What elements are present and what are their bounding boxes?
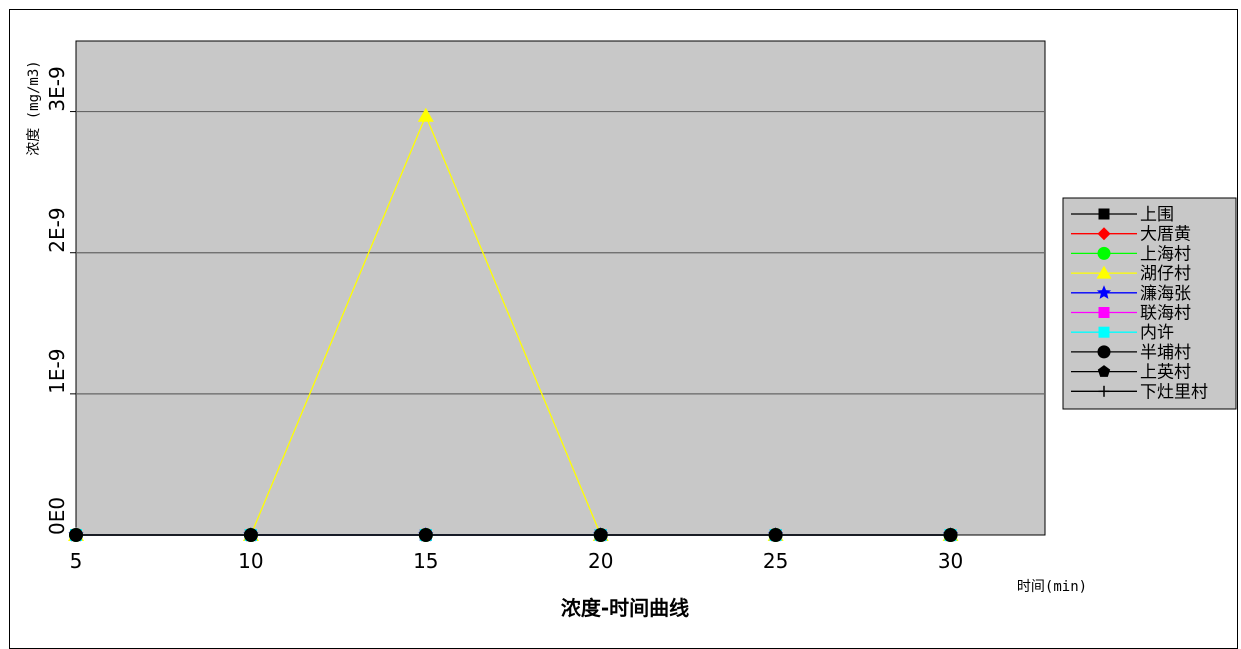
grid-layer — [76, 110, 1045, 395]
y-tick-label: 3E-9 — [45, 66, 69, 111]
data-point — [417, 107, 434, 122]
legend-label: 上海村 — [1140, 244, 1191, 264]
legend-label: 濂海张 — [1140, 284, 1191, 304]
legend-label: 上围 — [1140, 205, 1174, 225]
x-tick-label: 10 — [238, 549, 263, 573]
x-tick-label: 30 — [938, 549, 963, 573]
legend-swatch-marker — [1098, 307, 1110, 318]
legend-swatch-marker — [1097, 246, 1111, 260]
x-tick-label: 20 — [588, 549, 613, 573]
legend-label: 大厝黄 — [1140, 225, 1191, 245]
legend-swatch-marker — [1097, 365, 1111, 377]
y-tick-label: 2E-9 — [45, 207, 69, 252]
y-tick-label: 1E-9 — [45, 349, 69, 394]
legend-swatch-marker — [1097, 345, 1111, 359]
chart-svg: 0E0 1E-9 2E-9 3E-9 5 10 15 20 25 30 上围大厝黄上海村湖仔村濂海… — [26, 40, 1237, 620]
x-axis-label: 时间(min) — [1017, 579, 1087, 595]
legend-swatch-marker — [1098, 208, 1110, 220]
legend-swatch-marker — [1098, 385, 1110, 397]
plot-area — [75, 40, 1046, 536]
legend-swatch-marker — [1098, 326, 1110, 338]
legend-label: 内许 — [1140, 323, 1174, 343]
legend-label: 联海村 — [1140, 304, 1191, 324]
x-tick-label: 5 — [70, 549, 83, 573]
legend-label: 下灶里村 — [1140, 382, 1208, 402]
legend-label: 湖仔村 — [1140, 264, 1191, 284]
legend-label: 半埔村 — [1140, 343, 1191, 363]
y-tick-label: 0E0 — [45, 497, 69, 535]
y-axis-label: 浓度 (mg/m3) — [26, 60, 42, 155]
x-tick-label: 15 — [413, 549, 438, 573]
legend-swatch-marker — [1096, 265, 1112, 279]
legend-swatch-marker — [1097, 227, 1111, 241]
legend-swatch-marker — [1096, 285, 1112, 299]
x-tick-label: 25 — [763, 549, 788, 573]
axis-layer: 0E0 1E-9 2E-9 3E-9 5 10 15 20 25 30 — [45, 66, 963, 573]
chart-title: 浓度-时间曲线 — [561, 596, 689, 620]
legend-label: 上英村 — [1140, 363, 1191, 383]
